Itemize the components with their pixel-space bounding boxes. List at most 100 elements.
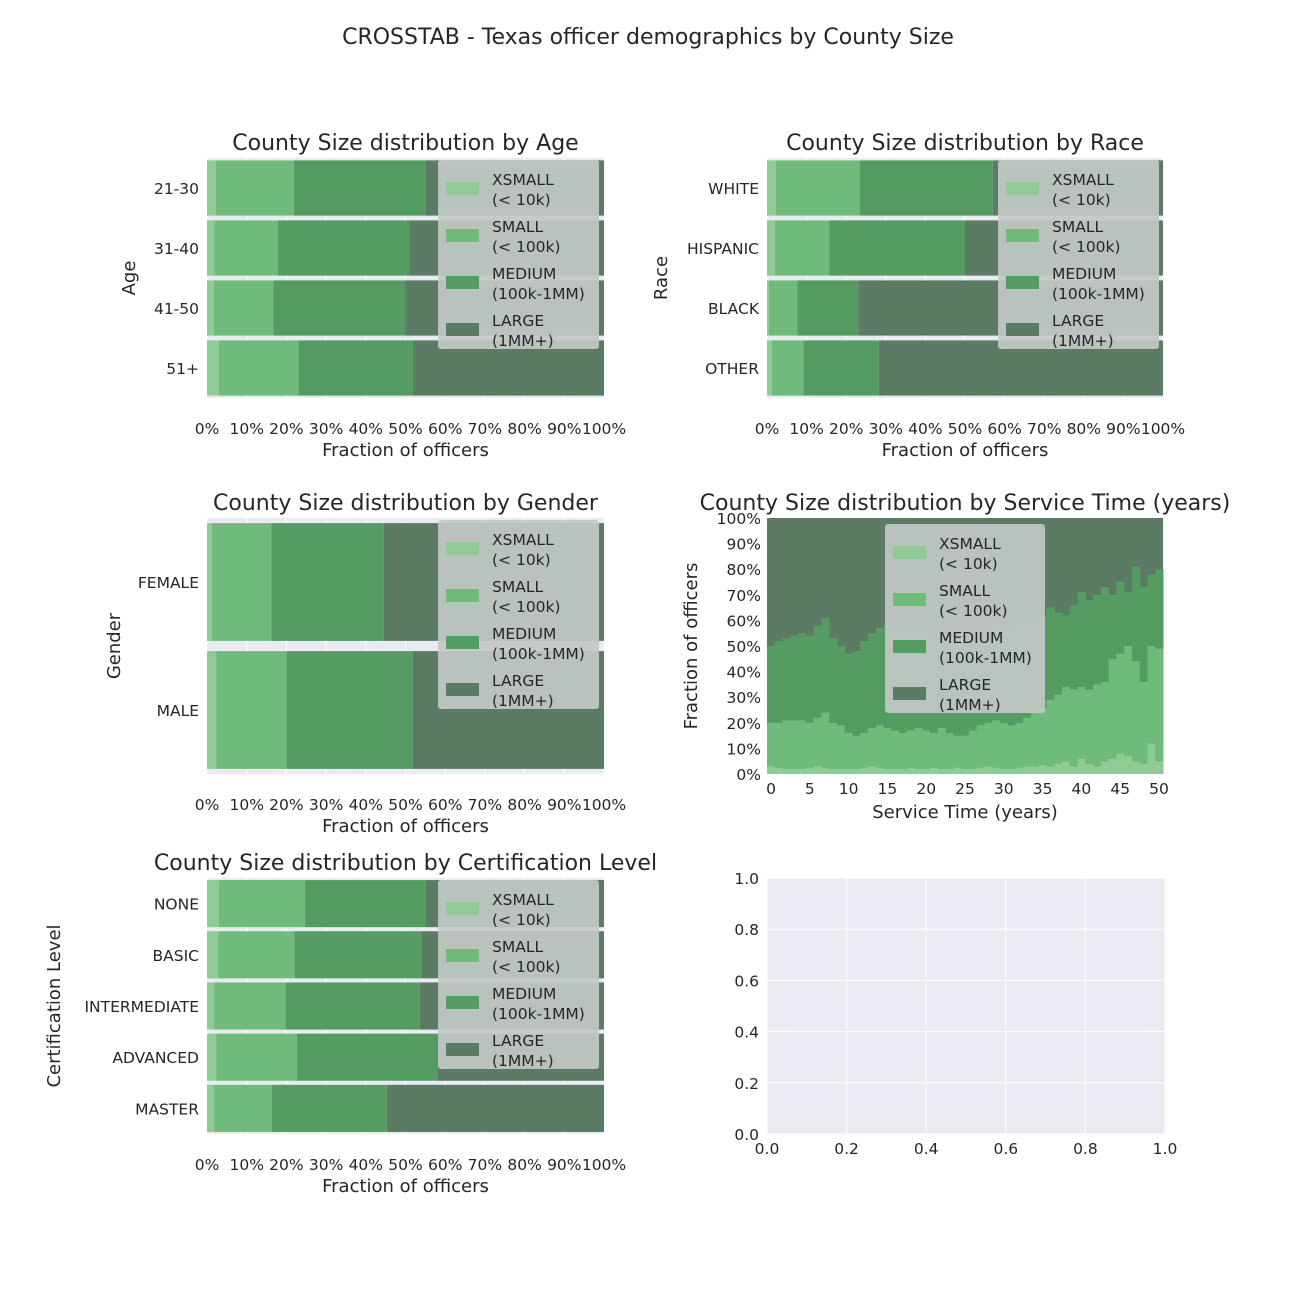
area-medium-column bbox=[844, 653, 853, 734]
y-axis-label: Fraction of officers bbox=[681, 563, 702, 730]
legend-label: SMALL bbox=[492, 218, 543, 236]
area-xsmall-column bbox=[899, 768, 908, 774]
area-xsmall-column bbox=[1015, 767, 1024, 774]
area-xsmall-column bbox=[813, 766, 822, 774]
area-xsmall-column bbox=[930, 767, 939, 774]
bar-segment bbox=[775, 160, 860, 216]
area-small-column bbox=[1015, 722, 1024, 768]
area-small-column bbox=[1038, 707, 1048, 766]
x-tick-label: 40% bbox=[349, 1156, 383, 1174]
area-xsmall-column bbox=[984, 766, 993, 774]
area-medium-column bbox=[836, 646, 846, 726]
x-tick-label: 40 bbox=[1072, 780, 1092, 798]
y-tick-label: 70% bbox=[727, 587, 761, 605]
bar-segment bbox=[768, 280, 798, 336]
legend-label: SMALL bbox=[492, 938, 543, 956]
legend-swatch bbox=[446, 683, 479, 696]
x-tick-label: 60% bbox=[428, 420, 462, 438]
category-label: NONE bbox=[154, 896, 199, 914]
x-tick-label: 50% bbox=[388, 796, 422, 814]
area-medium-column bbox=[782, 638, 791, 721]
area-small-column bbox=[914, 727, 923, 769]
bar-segment bbox=[207, 160, 216, 216]
x-tick-label: 50% bbox=[948, 420, 982, 438]
y-axis-label: Gender bbox=[104, 612, 125, 679]
x-tick-label: 100% bbox=[582, 1156, 626, 1174]
legend-label: (1MM+) bbox=[492, 332, 554, 350]
bar-segment bbox=[298, 340, 414, 396]
bar-segment bbox=[767, 340, 772, 396]
area-small-column bbox=[1054, 694, 1063, 764]
bar-segment bbox=[207, 880, 219, 928]
legend-label: (< 100k) bbox=[492, 598, 561, 616]
bar-segment bbox=[294, 931, 422, 979]
x-tick-label: 80% bbox=[507, 1156, 541, 1174]
area-medium-column bbox=[1093, 594, 1102, 685]
area-small-column bbox=[844, 733, 853, 769]
chart-0: 21-30 31-40 41-50 51+ 0% 10% 20% 30% 40% 50% 60% 70… bbox=[119, 131, 626, 461]
area-medium-column bbox=[1062, 615, 1071, 687]
legend-swatch bbox=[893, 687, 926, 700]
legend-label: (1MM+) bbox=[492, 692, 554, 710]
y-tick-label: 10% bbox=[727, 740, 761, 758]
area-xsmall-column bbox=[914, 768, 923, 774]
x-tick-label: 10% bbox=[229, 796, 263, 814]
area-xsmall-column bbox=[976, 767, 985, 774]
area-medium-column bbox=[774, 640, 784, 723]
area-small-column bbox=[805, 722, 815, 768]
area-xsmall-column bbox=[1131, 761, 1141, 774]
x-tick-label: 70% bbox=[468, 796, 502, 814]
area-xsmall-column bbox=[937, 768, 947, 774]
area-medium-column bbox=[813, 625, 822, 718]
area-xsmall-column bbox=[821, 767, 830, 774]
x-tick-label: 70% bbox=[468, 420, 502, 438]
bar-segment bbox=[214, 982, 286, 1030]
x-tick-label: 0.2 bbox=[834, 1140, 859, 1158]
legend: XSMALL (< 10k) SMALL (< 100k) MEDIUM (100k-1M… bbox=[438, 880, 599, 1070]
area-small-column bbox=[1077, 686, 1086, 759]
area-medium-column bbox=[1116, 582, 1125, 654]
area-xsmall-column bbox=[1139, 763, 1148, 774]
x-tick-label: 25 bbox=[955, 780, 975, 798]
x-tick-label: 30% bbox=[309, 1156, 343, 1174]
legend-label: (1MM+) bbox=[939, 696, 1001, 714]
category-label: MALE bbox=[157, 702, 199, 720]
area-xsmall-column bbox=[1038, 765, 1048, 774]
area-xsmall-column bbox=[1023, 766, 1032, 774]
chart-1: WHITE HISPANIC BLACK OTHER 0% 10% 20% 30% 40% 50%… bbox=[651, 131, 1185, 461]
legend-swatch bbox=[1006, 229, 1039, 242]
legend-swatch bbox=[1006, 276, 1039, 289]
area-xsmall-column bbox=[1124, 756, 1133, 774]
x-tick-label: 0.8 bbox=[1073, 1140, 1098, 1158]
bar-segment bbox=[803, 340, 879, 396]
area-medium-column bbox=[1046, 607, 1055, 700]
x-tick-label: 15 bbox=[878, 780, 898, 798]
x-tick-label: 0.4 bbox=[914, 1140, 939, 1158]
area-xsmall-column bbox=[860, 767, 869, 774]
area-small-column bbox=[836, 725, 846, 769]
legend-label: (100k-1MM) bbox=[492, 1005, 585, 1023]
bar-segment bbox=[215, 160, 294, 216]
area-small-column bbox=[798, 720, 807, 769]
bar-segment bbox=[273, 280, 406, 336]
legend-swatch bbox=[446, 542, 479, 555]
x-tick-label: 10% bbox=[789, 420, 823, 438]
area-medium-column bbox=[1147, 574, 1156, 646]
legend-frame bbox=[438, 880, 599, 1069]
legend-label: (< 100k) bbox=[939, 602, 1008, 620]
legend: XSMALL (< 10k) SMALL (< 100k) MEDIUM (100k-1M… bbox=[885, 524, 1045, 714]
area-medium-column bbox=[1131, 566, 1141, 662]
x-axis-label: Fraction of officers bbox=[882, 440, 1049, 461]
area-medium-column bbox=[821, 617, 830, 713]
area-medium-column bbox=[1077, 592, 1086, 687]
area-xsmall-column bbox=[999, 768, 1009, 774]
y-axis-label: Certification Level bbox=[44, 924, 65, 1087]
legend-label: XSMALL bbox=[492, 171, 554, 189]
x-tick-label: 80% bbox=[1067, 420, 1101, 438]
area-small-column bbox=[891, 730, 900, 769]
category-label: WHITE bbox=[708, 180, 759, 198]
area-small-column bbox=[1155, 648, 1164, 762]
x-tick-label: 5 bbox=[805, 780, 815, 798]
